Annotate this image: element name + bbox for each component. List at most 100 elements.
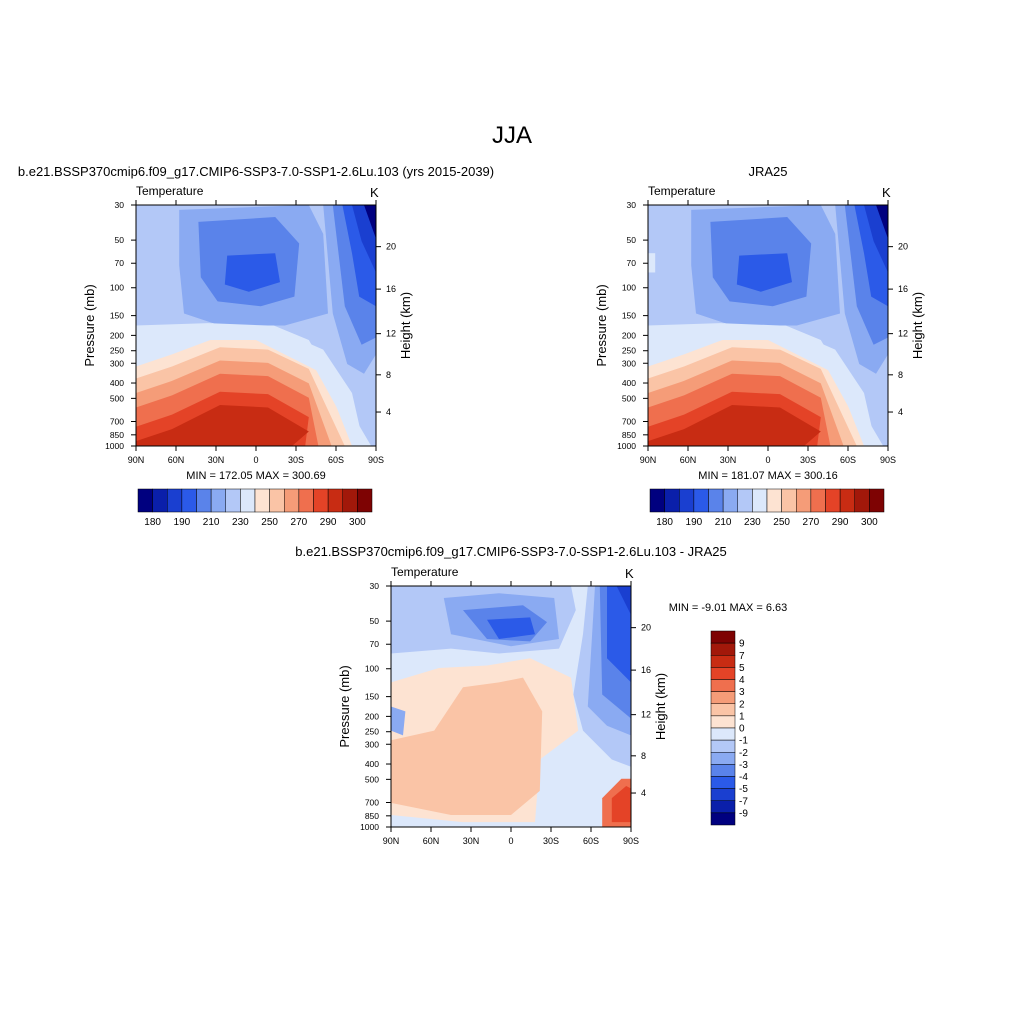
y-tick-label: 100 [110,283,124,293]
colorbar-swatch [181,488,197,513]
x-tick-label: 90N [383,836,400,846]
temperature-band [876,205,888,239]
x-tick-label: 30S [288,455,304,465]
y-tick-label: 850 [365,811,379,821]
y-tick-label: 200 [365,711,379,721]
colorbar-swatch [710,630,736,644]
colorbar-swatch [167,488,183,513]
panel-title: b.e21.BSSP370cmip6.f09_g17.CMIP6-SSP3-7.… [295,544,726,559]
colorbar-swatch [710,788,736,801]
contour-field [136,205,376,446]
y-tick-label: 700 [365,797,379,807]
panel-left-label: Temperature [648,184,716,198]
colorbar-swatch [710,667,736,680]
right-tick-label: 16 [641,665,651,675]
y-tick-label: 150 [622,311,636,321]
x-tick-label: 60S [583,836,599,846]
y-tick-label: 700 [110,416,124,426]
colorbar-label: 3 [739,687,745,698]
y-tick-label: 1000 [617,441,636,451]
chart-panel-1: b.e21.BSSP370cmip6.f09_g17.CMIP6-SSP3-7.… [18,164,494,528]
y-tick-label: 400 [110,378,124,388]
colorbar-swatch [839,488,855,513]
colorbar-swatch [710,691,736,704]
x-tick-label: 30N [720,455,737,465]
colorbar-swatch [710,812,736,826]
colorbar-label: 180 [144,517,161,528]
temperature-band [648,323,876,446]
colorbar-swatch [693,488,709,513]
colorbar-label: 290 [832,517,849,528]
y-tick-label: 500 [365,774,379,784]
x-tick-label: 60N [680,455,697,465]
colorbar-label: 0 [739,724,745,735]
colorbar-swatch [313,488,329,513]
y-tick-label: 250 [622,346,636,356]
colorbar-swatch [710,715,736,729]
colorbar-label: -3 [739,760,748,771]
colorbar-label: -5 [739,784,748,795]
colorbar-label: 230 [744,517,761,528]
y-axis-label: Pressure (mb) [337,665,352,747]
y-tick-label: 300 [365,739,379,749]
colorbar-swatch [810,488,826,513]
x-tick-label: 30N [463,836,480,846]
x-tick-label: 30S [800,455,816,465]
colorbar-swatch [196,488,212,513]
panel-title: b.e21.BSSP370cmip6.f09_g17.CMIP6-SSP3-7.… [18,164,494,179]
y-tick-label: 150 [110,311,124,321]
y-tick-label: 30 [370,581,380,591]
difference-band [616,586,631,615]
right-tick-label: 20 [898,242,908,252]
y-tick-label: 400 [365,759,379,769]
temperature-band [136,405,309,446]
right-tick-label: 12 [641,710,651,720]
colorbar-swatch [710,776,736,789]
right-axis-label: Height (km) [398,292,413,359]
panel-title: JRA25 [748,164,787,179]
contour-field [391,586,631,827]
colorbar-swatch [710,703,736,717]
x-tick-label: 0 [765,455,770,465]
colorbar-swatch [781,488,797,513]
temperature-band [736,253,792,292]
y-tick-label: 250 [110,346,124,356]
x-tick-label: 90S [880,455,896,465]
colorbar-swatch [710,679,736,692]
colorbar-label: -2 [739,748,748,759]
colorbar-label: 270 [803,517,820,528]
x-tick-label: 90S [623,836,639,846]
x-tick-label: 90N [128,455,145,465]
x-tick-label: 60S [840,455,856,465]
colorbar-swatch [254,488,270,513]
figure-title: JJA [492,122,532,149]
right-tick-label: 8 [898,370,903,380]
colorbar-label: 190 [686,517,703,528]
x-tick-label: 0 [253,455,258,465]
colorbar-swatch [708,488,724,513]
colorbar-label: -4 [739,772,748,783]
x-tick-label: 90S [368,455,384,465]
colorbar-swatch [710,800,736,814]
colorbar-swatch [152,488,168,513]
colorbar-swatch [869,488,885,513]
difference-band [487,696,535,799]
colorbar-label: -1 [739,736,748,747]
colorbar-swatch [710,727,736,741]
right-tick-label: 12 [898,329,908,339]
y-axis-label: Pressure (mb) [594,284,609,366]
y-tick-label: 1000 [105,441,124,451]
colorbar-swatch [710,752,736,765]
colorbar-swatch [298,488,314,513]
right-tick-label: 4 [386,407,391,417]
colorbar-label: 270 [291,517,308,528]
y-tick-label: 30 [115,200,125,210]
right-tick-label: 12 [386,329,396,339]
colorbar-label: 250 [261,517,278,528]
y-tick-label: 850 [110,430,124,440]
right-tick-label: 16 [898,284,908,294]
colorbar-swatch [327,488,343,513]
colorbar-swatch [240,488,256,513]
temperature-band [364,205,376,239]
